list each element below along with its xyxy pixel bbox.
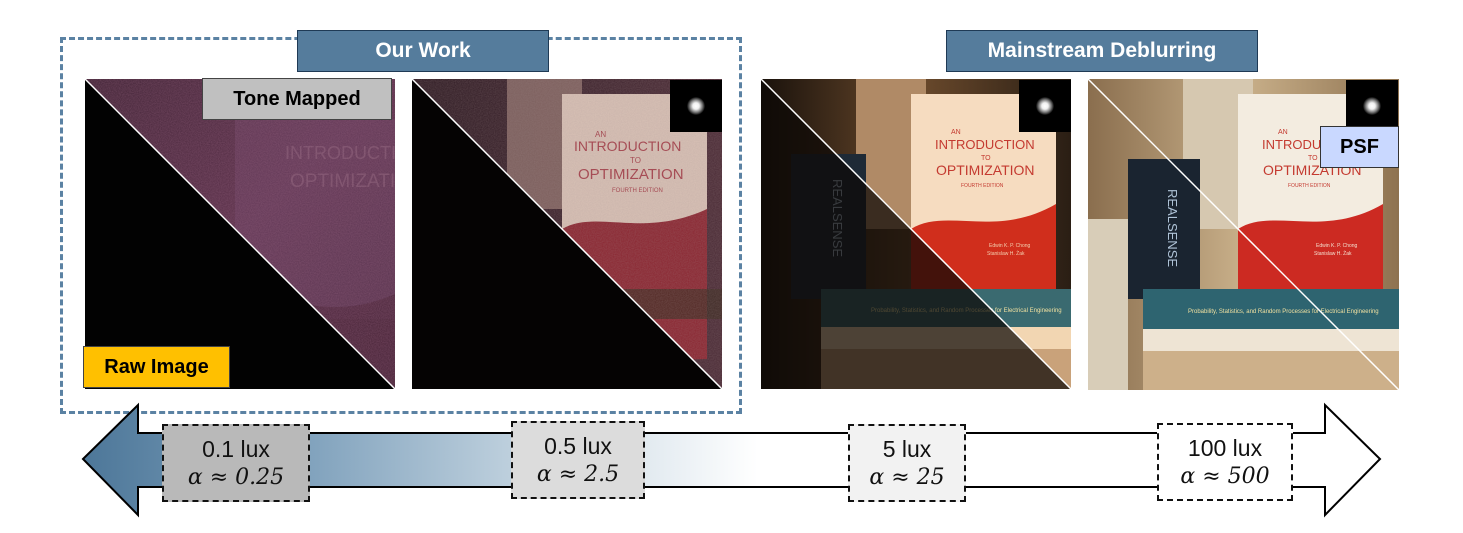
image-panel-0-1-lux: INTRODUCTION OPTIMIZATION xyxy=(85,79,395,389)
book-text-realsense-3: REALSENSE xyxy=(1165,189,1180,267)
lux-marker-5: 5 lux α ≈ 25 xyxy=(848,424,966,502)
lux-marker-0-1: 0.1 lux α ≈ 0.25 xyxy=(162,424,310,502)
book-text-to-3: TO xyxy=(1308,155,1318,162)
book-text-optimization-2: OPTIMIZATION xyxy=(936,162,1035,178)
lux-marker-0-5: 0.5 lux α ≈ 2.5 xyxy=(511,421,645,499)
alpha-value: α ≈ 500 xyxy=(1180,463,1270,489)
book-text-edition-3: FOURTH EDITION xyxy=(1288,183,1331,189)
our-work-header: Our Work xyxy=(297,30,549,72)
alpha-value: α ≈ 25 xyxy=(869,464,945,490)
book-text-authors1-3: Edwin K. P. Chong xyxy=(1316,243,1358,249)
double-arrow-icon xyxy=(81,402,1382,518)
lux-value: 0.5 lux xyxy=(544,432,612,459)
psf-kernel-icon xyxy=(1019,80,1071,132)
lux-value: 5 lux xyxy=(882,435,932,462)
book-text-authors2: Stanislaw H. Żak xyxy=(987,250,1025,257)
book-text-authors2-3: Stanislaw H. Żak xyxy=(1314,250,1352,257)
book-text-to-2: TO xyxy=(981,155,991,162)
mainstream-deblurring-header: Mainstream Deblurring xyxy=(946,30,1258,72)
tone-mapped-label: Tone Mapped xyxy=(202,78,392,120)
alpha-value: α ≈ 2.5 xyxy=(536,461,620,487)
psf-kernel-icon xyxy=(670,80,722,132)
lux-value: 0.1 lux xyxy=(202,435,270,462)
book-text-authors1: Edwin K. P. Chong xyxy=(989,243,1031,249)
psf-kernel-icon xyxy=(1346,80,1398,132)
book-text-an-2: AN xyxy=(951,129,961,136)
book-text-bottom-3: Probability, Statistics, and Random Proc… xyxy=(1188,309,1379,315)
book-text-introduction-2: INTRODUCTION xyxy=(935,137,1035,152)
lux-value: 100 lux xyxy=(1187,434,1263,461)
psf-label: PSF xyxy=(1320,126,1399,168)
lux-marker-100: 100 lux α ≈ 500 xyxy=(1157,423,1293,501)
alpha-value: α ≈ 0.25 xyxy=(187,464,285,490)
book-text-edition-2: FOURTH EDITION xyxy=(961,183,1004,189)
book-text-an-3: AN xyxy=(1278,129,1288,136)
raw-image-label: Raw Image xyxy=(83,346,230,388)
